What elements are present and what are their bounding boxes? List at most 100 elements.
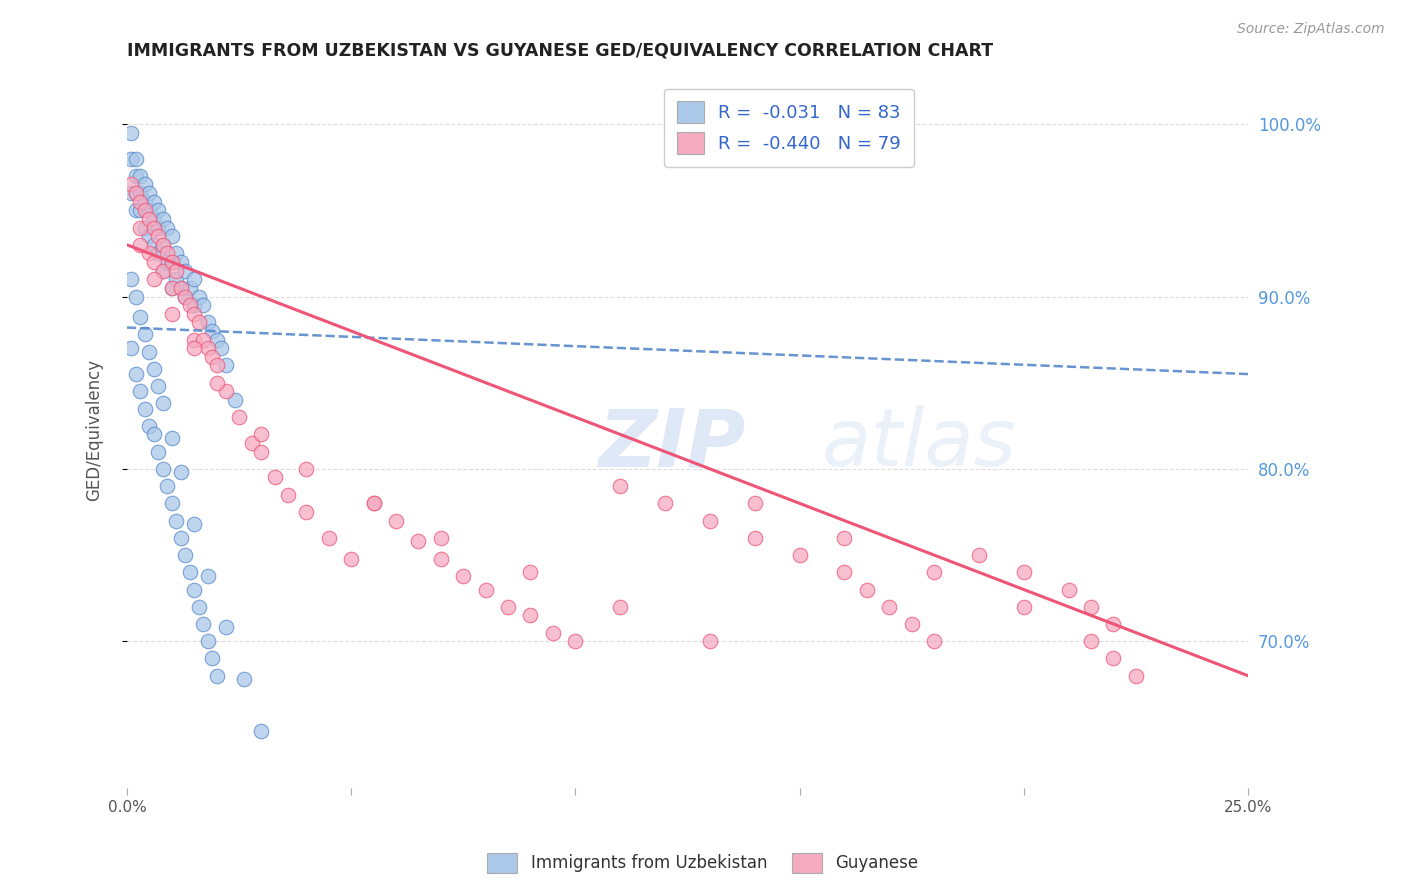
Text: atlas: atlas	[823, 405, 1017, 483]
Point	[152, 462, 174, 476]
Y-axis label: GED/Equivalency: GED/Equivalency	[86, 359, 103, 501]
Point	[142, 194, 165, 209]
Point	[174, 289, 197, 303]
Point	[120, 186, 142, 200]
Point	[129, 194, 152, 209]
Point	[125, 186, 148, 200]
Point	[134, 327, 156, 342]
Point	[183, 307, 205, 321]
Point	[120, 178, 142, 192]
Point	[183, 333, 205, 347]
Point	[451, 568, 474, 582]
Point	[160, 229, 183, 244]
Point	[430, 551, 453, 566]
Point	[148, 246, 170, 260]
Point	[201, 324, 224, 338]
Point	[197, 315, 219, 329]
Point	[160, 281, 183, 295]
Point	[250, 427, 273, 442]
Point	[699, 634, 721, 648]
Point	[129, 169, 152, 183]
Point	[205, 359, 228, 373]
Point	[191, 333, 214, 347]
Point	[156, 479, 179, 493]
Point	[129, 203, 152, 218]
Point	[187, 315, 209, 329]
Point	[232, 672, 254, 686]
Point	[152, 237, 174, 252]
Point	[129, 220, 152, 235]
Point	[856, 582, 879, 597]
Point	[1102, 651, 1125, 665]
Point	[129, 237, 152, 252]
Point	[205, 333, 228, 347]
Point	[134, 194, 156, 209]
Point	[125, 289, 148, 303]
Point	[609, 599, 631, 614]
Point	[170, 281, 193, 295]
Point	[205, 376, 228, 390]
Point	[138, 344, 160, 359]
Point	[214, 384, 236, 399]
Point	[496, 599, 519, 614]
Point	[474, 582, 496, 597]
Point	[160, 281, 183, 295]
Point	[519, 608, 541, 623]
Point	[242, 436, 264, 450]
Point	[340, 551, 363, 566]
Point	[1057, 582, 1080, 597]
Point	[138, 246, 160, 260]
Point	[142, 237, 165, 252]
Point	[363, 496, 385, 510]
Point	[165, 246, 187, 260]
Point	[134, 401, 156, 416]
Point	[744, 531, 766, 545]
Point	[129, 384, 152, 399]
Point	[187, 289, 209, 303]
Point	[142, 362, 165, 376]
Point	[1102, 617, 1125, 632]
Point	[148, 379, 170, 393]
Point	[138, 229, 160, 244]
Point	[142, 211, 165, 226]
Point	[125, 169, 148, 183]
Point	[264, 470, 287, 484]
Legend: Immigrants from Uzbekistan, Guyanese: Immigrants from Uzbekistan, Guyanese	[481, 847, 925, 880]
Point	[922, 634, 945, 648]
Point	[285, 806, 308, 821]
Point	[183, 516, 205, 531]
Point	[277, 488, 299, 502]
Point	[174, 548, 197, 562]
Text: ZIP: ZIP	[598, 405, 745, 483]
Point	[744, 496, 766, 510]
Point	[205, 669, 228, 683]
Point	[160, 496, 183, 510]
Point	[295, 505, 318, 519]
Point	[120, 341, 142, 355]
Point	[138, 203, 160, 218]
Legend: R =  -0.031   N = 83, R =  -0.440   N = 79: R = -0.031 N = 83, R = -0.440 N = 79	[664, 88, 914, 167]
Point	[142, 272, 165, 286]
Point	[165, 514, 187, 528]
Point	[125, 367, 148, 381]
Text: IMMIGRANTS FROM UZBEKISTAN VS GUYANESE GED/EQUIVALENCY CORRELATION CHART: IMMIGRANTS FROM UZBEKISTAN VS GUYANESE G…	[127, 42, 993, 60]
Text: Source: ZipAtlas.com: Source: ZipAtlas.com	[1237, 22, 1385, 37]
Point	[160, 307, 183, 321]
Point	[138, 186, 160, 200]
Point	[183, 298, 205, 312]
Point	[214, 620, 236, 634]
Point	[541, 625, 564, 640]
Point	[877, 599, 900, 614]
Point	[148, 203, 170, 218]
Point	[228, 410, 250, 425]
Point	[834, 531, 856, 545]
Point	[134, 178, 156, 192]
Point	[120, 272, 142, 286]
Point	[250, 723, 273, 738]
Point	[699, 514, 721, 528]
Point	[152, 263, 174, 277]
Point	[183, 272, 205, 286]
Point	[654, 496, 676, 510]
Point	[250, 444, 273, 458]
Point	[152, 211, 174, 226]
